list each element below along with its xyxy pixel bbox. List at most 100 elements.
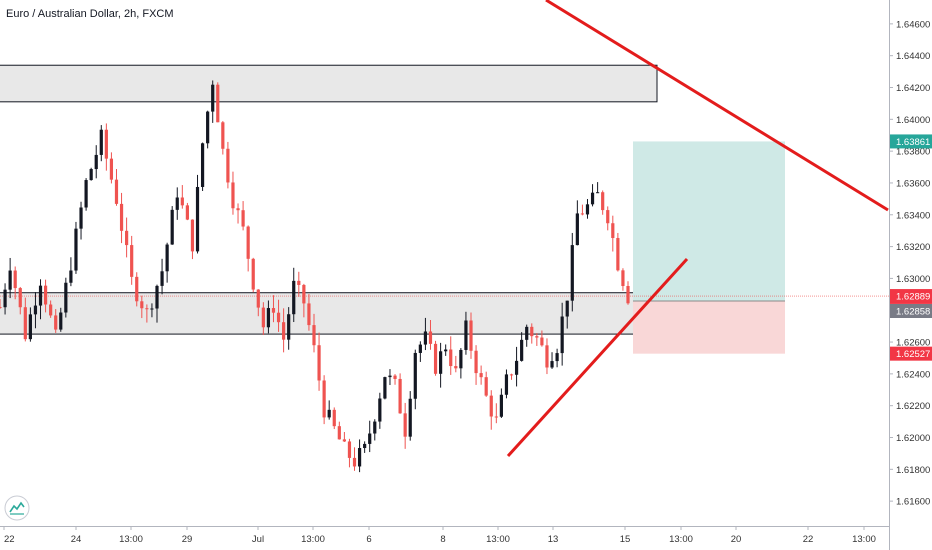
candle-down — [23, 307, 27, 340]
price-tick-label: 1.63600 — [896, 178, 930, 189]
candle-down — [433, 343, 438, 374]
candle-up — [596, 192, 600, 194]
candle-up — [555, 353, 559, 362]
candle-up — [94, 154, 98, 170]
candle-down — [251, 258, 255, 290]
price-tick-label: 1.62600 — [896, 338, 930, 349]
candle-up — [413, 352, 417, 399]
candle-down — [530, 326, 534, 337]
candle-up — [357, 448, 362, 467]
candle-down — [616, 238, 620, 271]
candle-down — [54, 315, 58, 330]
last-price-tag-bg — [890, 289, 932, 304]
stop-price-tag-bg — [890, 346, 932, 361]
candle-down — [13, 270, 17, 289]
candle-up — [59, 312, 63, 330]
price-tick-label: 1.62400 — [896, 369, 930, 380]
candle-up — [504, 374, 509, 395]
time-tick-label: 13:00 — [669, 534, 693, 545]
candle-up — [211, 84, 215, 112]
price-tick-label: 1.64600 — [896, 19, 930, 30]
candle-down — [352, 457, 357, 467]
candle-up — [195, 186, 200, 252]
candle-up — [565, 300, 569, 317]
candle-up — [575, 213, 579, 246]
candle-down — [342, 439, 346, 442]
candle-up — [175, 197, 179, 210]
candle-up — [378, 398, 382, 422]
candle-up — [150, 308, 154, 310]
price-tick-label: 1.64200 — [896, 83, 930, 94]
candle-up — [170, 209, 174, 245]
candle-up — [200, 143, 205, 187]
price-axis-background — [889, 0, 932, 550]
candle-up — [585, 204, 590, 215]
candle-down — [454, 366, 458, 369]
ascending-trendline — [506, 257, 689, 458]
candle-up — [388, 375, 392, 378]
candle-down — [302, 284, 306, 304]
candle-down — [489, 395, 493, 417]
candle-up — [408, 398, 412, 437]
time-tick-label: 8 — [440, 534, 445, 545]
candle-up — [570, 245, 574, 301]
time-tick-label: 22 — [4, 534, 15, 545]
candle-up — [444, 349, 448, 352]
candle-down — [317, 345, 321, 381]
price-tick-label: 1.64000 — [896, 115, 930, 126]
time-tick-label: 20 — [731, 534, 742, 545]
target-price-tag-bg — [890, 134, 932, 149]
candle-up — [363, 443, 367, 449]
price-tick-label: 1.63200 — [896, 242, 930, 253]
candle-down — [190, 219, 195, 252]
candle-down — [347, 441, 352, 458]
candle-up — [520, 339, 524, 361]
candle-down — [145, 308, 149, 310]
time-tick-label: 15 — [620, 534, 631, 545]
candle-up — [327, 409, 331, 418]
price-tick-label: 1.63000 — [896, 274, 930, 285]
price-tick-label: 1.62200 — [896, 401, 930, 412]
candle-up — [28, 314, 32, 340]
upper-resistance-zone — [0, 64, 658, 103]
candle-down — [479, 373, 483, 378]
candle-down — [18, 288, 22, 308]
time-tick-label: 29 — [182, 534, 193, 545]
candle-down — [337, 426, 341, 440]
candle-down — [282, 322, 286, 340]
candle-up — [74, 228, 78, 271]
candle-down — [601, 192, 605, 211]
time-tick-label: Jul — [252, 534, 264, 545]
candle-up — [69, 270, 73, 283]
candle-up — [459, 349, 463, 369]
candle-down — [332, 409, 336, 427]
candle-down — [474, 350, 478, 374]
candle-up — [439, 351, 443, 374]
time-tick-label: 24 — [71, 534, 82, 545]
candle-down — [428, 331, 433, 344]
candle-up — [514, 360, 519, 375]
candle-down — [606, 210, 610, 224]
candle-up — [368, 433, 372, 444]
candle-up — [89, 169, 93, 181]
candle-up — [99, 129, 103, 155]
candle-down — [135, 276, 139, 302]
candle-down — [216, 84, 220, 123]
candle-up — [383, 377, 387, 399]
candle-up — [499, 394, 503, 417]
entry-price-tag-bg — [890, 304, 932, 318]
candle-down — [626, 286, 630, 304]
candle-down — [49, 304, 53, 316]
candle-down — [125, 230, 129, 246]
time-tick-label: 6 — [366, 534, 371, 545]
candle-down — [469, 320, 473, 351]
candle-down — [185, 205, 189, 220]
candle-up — [165, 244, 169, 272]
candle-down — [130, 245, 134, 277]
candle-down — [322, 380, 326, 418]
candle-down — [140, 301, 144, 309]
position-target-zone — [633, 141, 785, 301]
candle-up — [560, 316, 564, 354]
candle-down — [114, 179, 119, 204]
